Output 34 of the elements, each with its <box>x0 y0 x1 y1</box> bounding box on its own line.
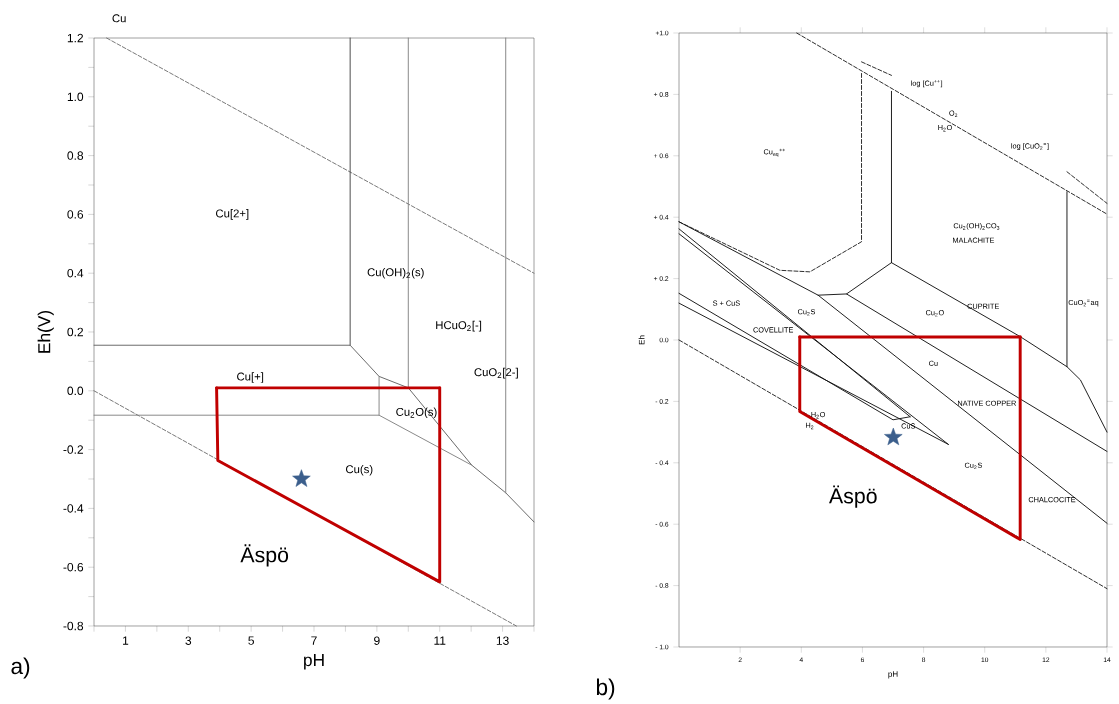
text: a) <box>11 657 30 679</box>
x-tick-label: 7 <box>311 636 317 645</box>
y-tick-label: -0.2 <box>63 445 83 454</box>
annotation: HCuO$_{2}$[-] <box>436 320 482 332</box>
annotation: Cu(s) <box>346 464 373 476</box>
y-tick-label: 0.8 <box>67 151 84 160</box>
x-tick-label: 11 <box>434 636 446 645</box>
y-tick-label: -0.8 <box>63 621 84 631</box>
x-axis-title: pH <box>304 654 324 670</box>
x-tick-label: 13 <box>496 636 509 645</box>
annotation: Äspö <box>240 544 289 567</box>
y-tick-label: 0.6 <box>67 210 84 219</box>
annotation: Cu[2+] <box>216 209 249 220</box>
x-tick-label: 3 <box>185 636 192 645</box>
annotation: CuO$_{2}$[2-] <box>474 367 518 379</box>
x-tick-label: 5 <box>248 636 254 645</box>
y-tick-label: -0.4 <box>63 504 84 513</box>
y-tick-label: 1.2 <box>67 33 83 43</box>
y-tick-label: 0.2 <box>67 327 83 337</box>
text: b) <box>596 678 615 700</box>
y-tick-label: -0.6 <box>63 562 84 572</box>
y-tick-label: 0.4 <box>67 268 84 278</box>
y-tick-label: 1.0 <box>67 92 84 102</box>
x-axis-title: pH <box>888 671 898 679</box>
y-axis-title: Eh <box>638 335 645 345</box>
y-tick-label: 0.0 <box>67 386 84 396</box>
annotation: Äspö <box>828 485 877 508</box>
chart-title: Cu <box>112 14 126 23</box>
annotation: Cu$_{2}$O(s) <box>396 407 437 419</box>
x-tick-label: 9 <box>374 636 380 645</box>
annotation: Cu(OH)$_{2}$(s) <box>367 267 424 279</box>
y-axis-title: Eh(V) <box>37 310 54 353</box>
annotation: Cu[+] <box>237 372 264 383</box>
x-tick-label: 1 <box>123 636 129 645</box>
